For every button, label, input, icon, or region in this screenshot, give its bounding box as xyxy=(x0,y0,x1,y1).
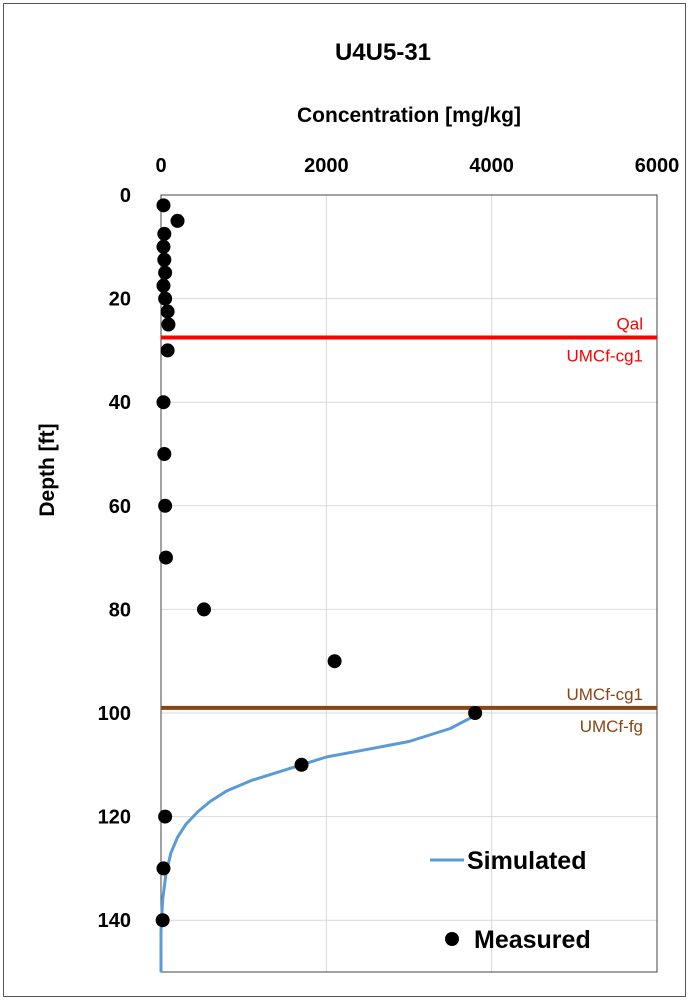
y-tick-label: 60 xyxy=(109,496,131,518)
measured-point xyxy=(157,447,172,461)
measured-point xyxy=(156,278,171,293)
boundary-label-above: Qal xyxy=(617,314,643,333)
legend: Simulated Measured xyxy=(430,847,591,954)
x-tick-label: 6000 xyxy=(635,155,680,177)
measured-point xyxy=(160,304,175,319)
plot-area-border xyxy=(160,194,658,973)
gridlines xyxy=(161,195,657,972)
measured-point xyxy=(156,395,171,410)
measured-point xyxy=(196,602,211,617)
measured-point xyxy=(156,239,171,254)
legend-measured-label: Measured xyxy=(474,926,591,954)
simulated-line xyxy=(159,714,476,972)
x-tick-labels: 0 2000 4000 6000 xyxy=(155,155,679,177)
measured-point xyxy=(158,291,173,306)
boundary-label-below: UMCf-fg xyxy=(580,717,643,736)
x-tick-label: 0 xyxy=(155,155,166,177)
measured-point xyxy=(327,654,342,669)
measured-point xyxy=(170,213,185,228)
measured-point xyxy=(157,252,172,267)
y-axis-title: Depth [ft] xyxy=(36,423,59,516)
y-tick-label: 100 xyxy=(98,703,131,725)
measured-point xyxy=(468,706,483,720)
y-tick-label: 80 xyxy=(109,599,131,621)
measured-point xyxy=(158,265,173,280)
legend-measured-swatch xyxy=(445,932,459,946)
boundary-label-above: UMCf-cg1 xyxy=(566,685,643,704)
measured-point xyxy=(158,550,173,565)
measured-point xyxy=(156,861,171,876)
y-tick-label: 140 xyxy=(98,910,131,932)
chart-title: U4U5-31 xyxy=(335,39,431,66)
measured-point xyxy=(160,343,175,358)
y-tick-labels: 0 20 40 60 80 100 120 140 xyxy=(98,185,131,932)
measured-point xyxy=(156,198,171,213)
measured-point xyxy=(294,757,309,772)
boundary-label-below: UMCf-cg1 xyxy=(566,346,643,365)
y-tick-label: 0 xyxy=(120,185,131,207)
x-axis-title: Concentration [mg/kg] xyxy=(297,104,521,127)
x-tick-label: 2000 xyxy=(304,155,349,177)
measured-point xyxy=(158,809,173,824)
y-tick-label: 120 xyxy=(98,807,131,829)
layer-boundaries: Qal UMCf-cg1 UMCf-cg1 UMCf-fg xyxy=(161,314,657,736)
y-tick-label: 20 xyxy=(109,289,131,311)
y-tick-label: 40 xyxy=(109,392,131,414)
data-series xyxy=(155,198,483,972)
measured-point xyxy=(157,226,172,241)
measured-point xyxy=(158,498,173,513)
x-tick-label: 4000 xyxy=(469,155,514,177)
measured-point xyxy=(155,913,170,928)
measured-point xyxy=(161,317,176,332)
chart-frame xyxy=(3,3,686,997)
legend-simulated-label: Simulated xyxy=(467,847,586,875)
